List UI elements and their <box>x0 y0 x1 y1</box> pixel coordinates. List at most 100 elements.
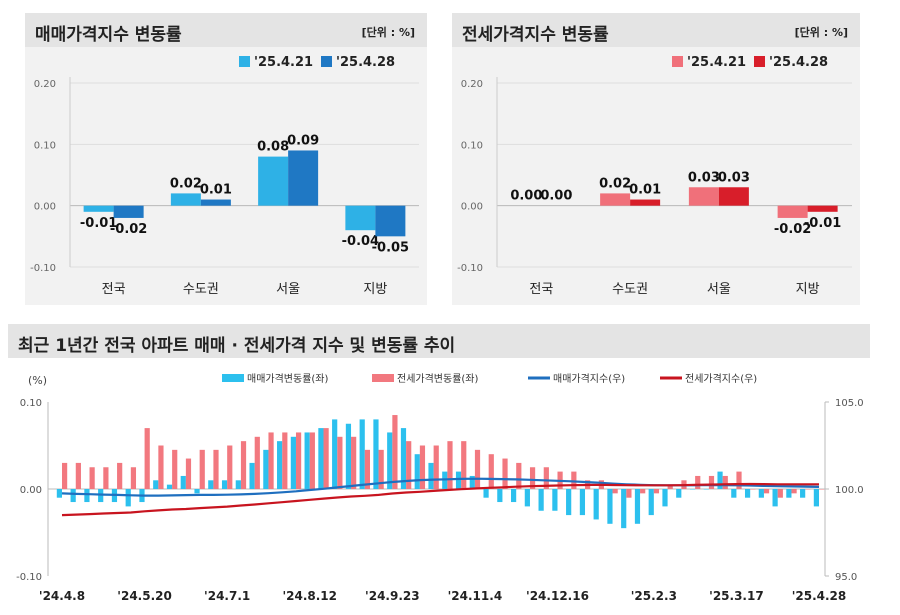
sale-data-label: 0.08 <box>257 140 289 155</box>
sale-category-label: 서울 <box>276 282 300 297</box>
sale-rate-bar <box>56 489 62 498</box>
sale-rate-bar <box>277 441 283 489</box>
sale-rate-bar <box>373 419 379 489</box>
sale-rate-bar <box>249 462 255 489</box>
sale-rate-bar <box>497 489 503 503</box>
jeonse-bar <box>600 193 631 206</box>
sale-rate-bar <box>744 489 751 498</box>
jeonse-rate-bar <box>708 475 715 489</box>
jeonse-rate-bar <box>653 489 660 494</box>
trend-xtick: '24.9.23 <box>365 589 420 603</box>
jeonse-rate-bar <box>529 467 536 489</box>
jeonse-rate-bar <box>819 489 825 490</box>
jeonse-rate-bar <box>612 489 618 494</box>
sale-rate-bar <box>332 419 338 489</box>
jeonse-rate-bar <box>158 445 164 489</box>
sale-data-label: 0.09 <box>287 133 319 148</box>
jeonse-rate-bar <box>364 449 370 489</box>
sale-category-label: 전국 <box>102 282 126 297</box>
sale-rate-bar <box>731 489 737 498</box>
sale-rate-bar <box>84 489 90 503</box>
jeonse-bar <box>718 187 749 206</box>
jeonse-data-label: -0.01 <box>804 216 841 231</box>
jeonse-rate-bar <box>667 484 673 489</box>
sale-rate-bar <box>538 489 544 511</box>
trend-xtick: '25.4.28 <box>792 589 847 603</box>
sale-rate-bar <box>208 480 214 489</box>
sale-rate-bar <box>813 489 819 507</box>
jeonse-rate-bar <box>488 454 494 489</box>
sale-bar <box>258 156 289 206</box>
yearly-trend-chart: (%) 0.10 0.00 -0.10 105.0 100.0 95.0 매매가격변동률(좌)… <box>16 372 864 603</box>
sale-rate-bar <box>786 489 792 498</box>
jeonse-ytick: -0.10 <box>457 263 483 274</box>
jeonse-rate-bar <box>763 489 770 494</box>
trend-xtick: '24.7.1 <box>204 589 250 603</box>
sale-data-label: 0.01 <box>200 183 232 198</box>
sale-chart-panel <box>25 47 427 305</box>
sale-rate-bar <box>345 423 352 489</box>
jeonse-chart-panel <box>452 47 860 305</box>
sale-ytick: -0.10 <box>30 263 56 274</box>
jeonse-rate-bar <box>695 475 701 489</box>
jeonse-category-label: 지방 <box>796 282 820 297</box>
jeonse-ytick: 0.00 <box>461 202 483 213</box>
jeonse-rate-bar <box>130 467 137 489</box>
jeonse-rate-bar <box>351 436 357 489</box>
sale-rate-bar <box>566 489 572 516</box>
sale-rate-bar <box>676 489 682 498</box>
trend-legend-swatch <box>528 376 550 380</box>
trend-chart-title: 최근 1년간 전국 아파트 매매 · 전세가격 지수 및 변동률 추이 <box>18 336 456 356</box>
jeonse-rate-bar <box>626 489 632 498</box>
jeonse-rate-bar <box>461 441 467 489</box>
jeonse-rate-bar <box>419 445 426 489</box>
trend-left-ytick: -0.10 <box>16 572 42 583</box>
jeonse-data-label: 0.00 <box>540 189 572 204</box>
jeonse-category-label: 수도권 <box>612 282 648 297</box>
trend-legend-label: 전세가격지수(우) <box>685 372 757 385</box>
jeonse-rate-bar <box>502 458 508 489</box>
sale-bar <box>288 150 319 206</box>
sale-rate-bar <box>469 475 475 489</box>
sale-rate-bar <box>593 489 599 520</box>
trend-xtick: '25.2.3 <box>631 589 677 603</box>
sale-legend-label: '25.4.28 <box>336 55 395 70</box>
sale-data-label: 0.02 <box>170 176 202 191</box>
trend-left-unit: (%) <box>28 374 47 387</box>
trend-legend-label: 매매가격지수(우) <box>553 372 625 385</box>
jeonse-bar <box>688 187 719 206</box>
jeonse-ytick: 0.20 <box>461 79 483 90</box>
sale-bar <box>200 199 231 206</box>
jeonse-rate-bar <box>777 489 783 498</box>
sale-data-label: -0.01 <box>80 216 117 231</box>
jeonse-rate-bar <box>722 475 728 489</box>
sale-category-label: 수도권 <box>183 282 219 297</box>
jeonse-rate-bar <box>337 436 343 489</box>
jeonse-rate-bar <box>103 467 109 489</box>
jeonse-rate-bar <box>295 432 302 489</box>
jeonse-legend-swatch <box>672 56 683 67</box>
sale-bar <box>345 205 376 231</box>
sale-chart-title: 매매가격지수 변동률 <box>35 25 182 45</box>
jeonse-rate-bar <box>736 471 742 489</box>
sale-rate-bar <box>758 489 764 498</box>
jeonse-rate-bar <box>309 432 315 489</box>
sale-rate-bar <box>662 489 668 507</box>
trend-legend-swatch <box>222 374 244 382</box>
sale-rate-bar <box>290 436 296 489</box>
sale-rate-bar <box>304 432 310 489</box>
jeonse-rate-bar <box>89 467 95 489</box>
sale-ytick: 0.00 <box>34 202 56 213</box>
jeonse-rate-bar <box>323 428 329 489</box>
sale-rate-bar <box>483 489 489 498</box>
jeonse-rate-bar <box>199 449 205 489</box>
trend-xtick: '24.11.4 <box>448 589 503 603</box>
sale-ytick: 0.20 <box>34 79 56 90</box>
sale-bar <box>170 193 201 206</box>
jeonse-rate-bar <box>268 432 274 489</box>
sale-rate-bar <box>703 489 709 490</box>
jeonse-data-label: 0.00 <box>510 189 542 204</box>
jeonse-rate-bar <box>240 441 247 489</box>
trend-left-ytick: 0.00 <box>20 485 42 496</box>
sale-rate-bar <box>263 449 269 489</box>
